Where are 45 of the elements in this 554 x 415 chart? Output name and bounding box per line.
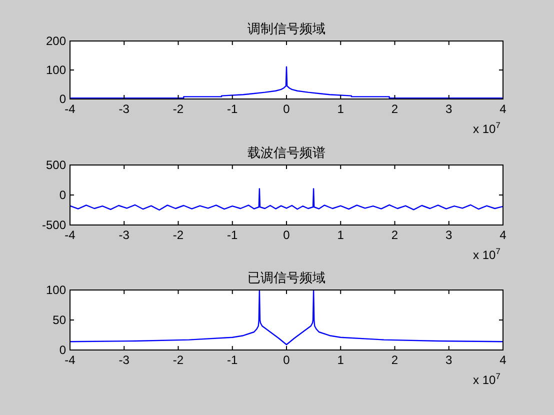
x-tick-label: 4 [500, 353, 507, 367]
x-tick-label: -1 [227, 228, 238, 242]
x-tick-label: -4 [64, 353, 76, 367]
y-tick-label: 100 [46, 63, 66, 77]
x-tick-label: -1 [227, 353, 238, 367]
y-tick-label: 0 [59, 92, 66, 106]
text: x 10$^{7}$ [473, 371, 501, 387]
line-series [70, 188, 503, 211]
x-tick-label: 3 [446, 228, 453, 242]
x-tick-label: 3 [446, 102, 453, 116]
x-tick-label: 0 [283, 353, 290, 367]
x-tick-label: 1 [337, 353, 344, 367]
chart-title: 调制信号频域 [248, 22, 326, 37]
y-tick-label: 500 [46, 158, 66, 172]
text: x 10$^{7}$ [473, 120, 501, 136]
x-tick-label: 0 [283, 228, 290, 242]
x-tick-label: 3 [446, 353, 453, 367]
line-series [70, 66, 503, 99]
x-tick-label: 2 [391, 228, 398, 242]
x-tick-label: 4 [500, 228, 507, 242]
chart-title: 载波信号频谱 [248, 146, 326, 161]
y-tick-label: 50 [52, 313, 66, 327]
y-tick-label: 0 [59, 188, 66, 202]
x-tick-label: 1 [337, 228, 344, 242]
text: x 10$^{7}$ [473, 246, 501, 262]
x-tick-label: -2 [172, 228, 184, 242]
x-tick-label: -2 [172, 102, 184, 116]
x-tick-label: -4 [64, 228, 76, 242]
x-tick-label: 4 [500, 102, 507, 116]
y-tick-label: 100 [46, 283, 66, 297]
x-tick-label: -4 [64, 102, 76, 116]
x-tick-label: -1 [227, 102, 238, 116]
x-tick-label: 2 [391, 353, 398, 367]
y-tick-label: -500 [42, 218, 66, 232]
x-tick-label: -3 [118, 353, 130, 367]
x-tick-label: 0 [283, 102, 290, 116]
line-series [70, 289, 503, 346]
x-tick-label: -3 [118, 102, 130, 116]
chart-title: 已调信号频域 [248, 271, 326, 286]
x-tick-label: -2 [172, 353, 184, 367]
x-tick-label: 2 [391, 102, 398, 116]
x-tick-label: 1 [337, 102, 344, 116]
x-tick-label: -3 [118, 228, 130, 242]
y-tick-label: 200 [46, 34, 66, 48]
y-tick-label: 0 [59, 343, 66, 357]
